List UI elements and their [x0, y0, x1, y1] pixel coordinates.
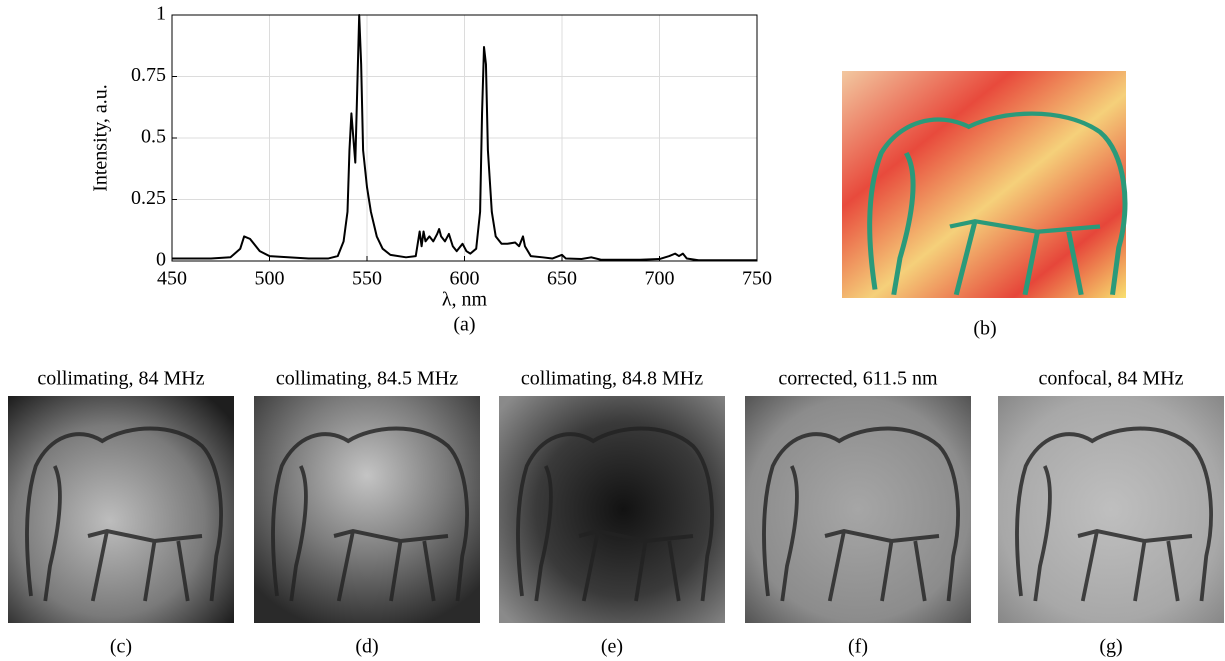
x-axis-label: λ, nm	[442, 289, 488, 311]
x-tick-label: 550	[352, 268, 382, 290]
image-panel: collimating, 84.8 MHz (e)	[499, 368, 725, 658]
x-tick-label: 650	[547, 268, 577, 290]
plot-frame	[171, 14, 758, 262]
spectrum-chart: 450 500 550 600 650 700 750 0 0.25 0.5 0.75 1 λ, nm I…	[90, 3, 772, 336]
x-tick-label: 700	[645, 268, 675, 290]
x-tick-label: 450	[157, 268, 187, 290]
y-axis-label: Intensity, a.u.	[90, 84, 112, 192]
microscope-image	[499, 396, 725, 623]
microscope-image	[998, 396, 1224, 623]
y-tick-label: 0.75	[131, 64, 166, 86]
panel-label: (c)	[110, 636, 132, 658]
x-tick-label: 750	[742, 268, 772, 290]
image-panel: collimating, 84.5 MHz (d)	[254, 368, 480, 658]
panel-title: confocal, 84 MHz	[1039, 368, 1184, 390]
panel-label: (b)	[973, 318, 996, 340]
y-tick-label: 0.5	[141, 126, 166, 148]
panel-label: (f)	[848, 636, 868, 658]
image-panel: corrected, 611.5 nm (f)	[745, 368, 971, 658]
panel-label: (g)	[1099, 636, 1122, 658]
microscope-image	[254, 396, 480, 623]
hyperspectral-image	[842, 71, 1126, 298]
panel-label: (d)	[355, 636, 378, 658]
panel-title: collimating, 84.5 MHz	[276, 368, 458, 390]
spectrum-line	[172, 14, 757, 262]
image-panel: collimating, 84 MHz (c)	[8, 368, 234, 658]
y-tick-label: 1	[156, 3, 166, 25]
microscope-image	[745, 396, 971, 623]
y-tick-label: 0.25	[131, 187, 166, 209]
microscope-image	[8, 396, 234, 623]
panel-label: (a)	[453, 314, 475, 336]
y-tick-label: 0	[156, 249, 166, 271]
panel-title: collimating, 84 MHz	[37, 368, 204, 390]
x-tick-label: 500	[255, 268, 285, 290]
x-tick-label: 600	[450, 268, 480, 290]
panel-title: corrected, 611.5 nm	[778, 368, 938, 390]
panel-b: (b)	[842, 71, 1126, 340]
panel-label: (e)	[601, 636, 623, 658]
panel-title: collimating, 84.8 MHz	[521, 368, 703, 390]
image-panel: confocal, 84 MHz (g)	[998, 368, 1224, 658]
